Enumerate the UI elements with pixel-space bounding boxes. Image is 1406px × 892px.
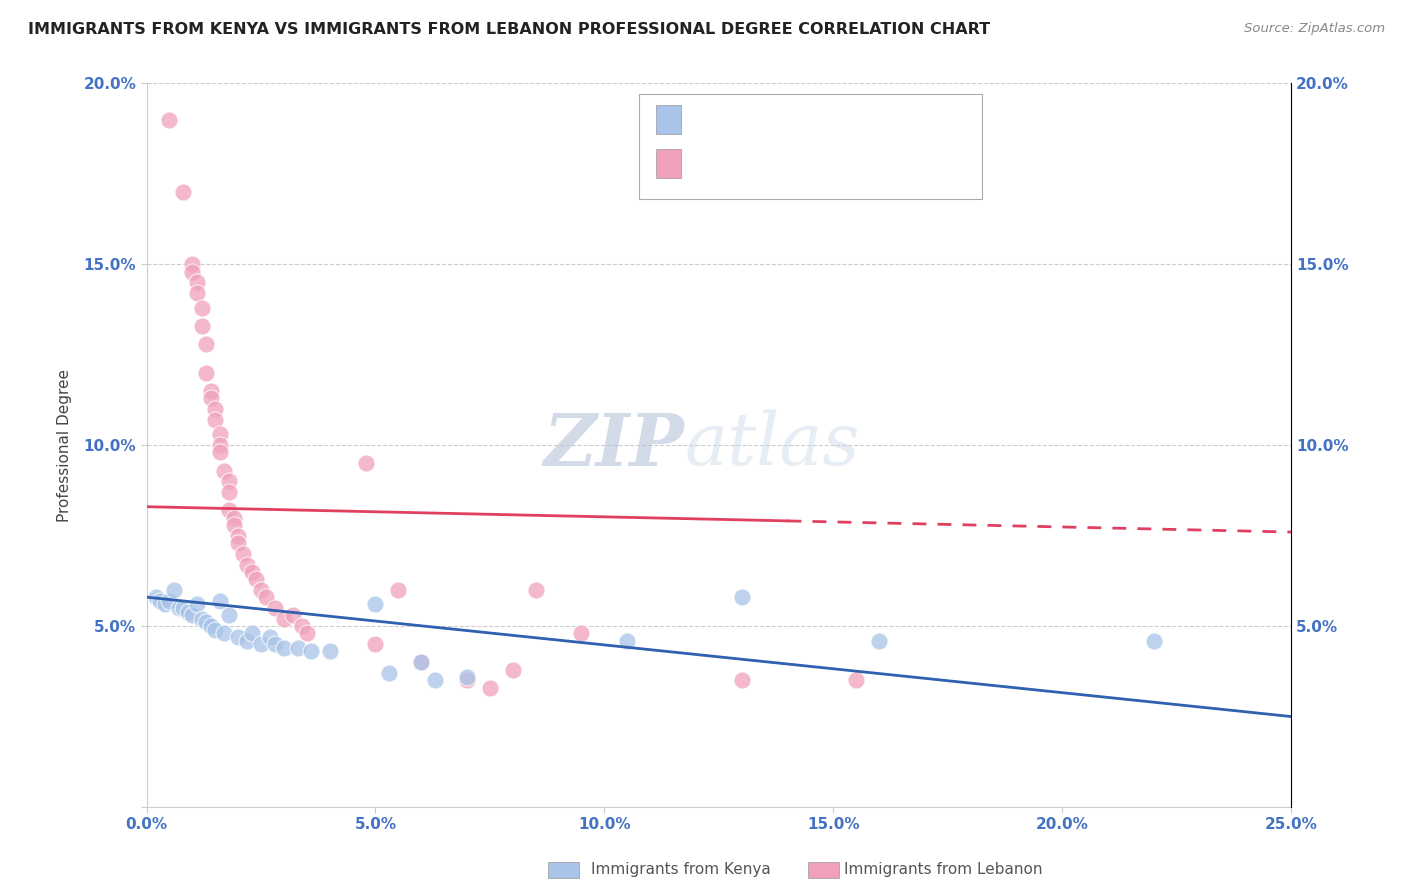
Point xyxy=(254,590,277,604)
FancyBboxPatch shape xyxy=(655,105,681,134)
Point xyxy=(250,637,273,651)
Point xyxy=(195,615,218,630)
Point xyxy=(356,456,378,470)
Point xyxy=(218,475,240,489)
Point xyxy=(163,582,186,597)
Point xyxy=(571,626,593,640)
Point xyxy=(200,384,222,398)
Point xyxy=(159,594,181,608)
Point xyxy=(218,485,240,500)
Point xyxy=(263,601,285,615)
Point xyxy=(208,427,231,442)
Point xyxy=(153,598,176,612)
Point xyxy=(245,572,267,586)
Point xyxy=(181,264,204,278)
Point xyxy=(200,391,222,405)
Point xyxy=(616,633,638,648)
Text: ZIP: ZIP xyxy=(544,409,685,481)
Point xyxy=(226,529,249,543)
Point xyxy=(232,547,254,561)
Point xyxy=(524,582,547,597)
Point xyxy=(250,582,273,597)
Point xyxy=(204,413,226,427)
Point xyxy=(502,663,524,677)
Point xyxy=(181,608,204,623)
Point xyxy=(190,318,212,333)
Point xyxy=(190,612,212,626)
Point xyxy=(295,626,318,640)
Point xyxy=(195,337,218,351)
Point xyxy=(204,623,226,637)
Text: R =  -0.043   N = 47: R = -0.043 N = 47 xyxy=(685,163,839,178)
Point xyxy=(281,608,304,623)
Point xyxy=(186,598,208,612)
Point xyxy=(226,630,249,644)
Point xyxy=(456,673,478,688)
Point xyxy=(263,637,285,651)
Point xyxy=(222,517,245,532)
Point xyxy=(240,565,263,579)
Point xyxy=(195,366,218,380)
Point xyxy=(273,612,295,626)
Point xyxy=(456,670,478,684)
Point xyxy=(411,655,433,669)
Text: IMMIGRANTS FROM KENYA VS IMMIGRANTS FROM LEBANON PROFESSIONAL DEGREE CORRELATION: IMMIGRANTS FROM KENYA VS IMMIGRANTS FROM… xyxy=(28,22,990,37)
Point xyxy=(318,644,340,658)
Point xyxy=(731,673,754,688)
Point xyxy=(478,681,501,695)
Point xyxy=(159,112,181,127)
Point xyxy=(186,286,208,301)
Point xyxy=(236,633,259,648)
Point xyxy=(387,582,409,597)
FancyBboxPatch shape xyxy=(655,149,681,178)
Point xyxy=(411,655,433,669)
Point xyxy=(208,438,231,452)
Point xyxy=(273,640,295,655)
Text: Source: ZipAtlas.com: Source: ZipAtlas.com xyxy=(1244,22,1385,36)
Point xyxy=(868,633,890,648)
Text: atlas: atlas xyxy=(685,410,860,481)
Point xyxy=(378,666,401,681)
Point xyxy=(145,590,167,604)
Point xyxy=(218,608,240,623)
Point xyxy=(190,301,212,315)
Point xyxy=(287,640,309,655)
Text: Immigrants from Lebanon: Immigrants from Lebanon xyxy=(844,863,1042,877)
Text: Immigrants from Kenya: Immigrants from Kenya xyxy=(591,863,770,877)
Point xyxy=(214,464,236,478)
Point xyxy=(200,619,222,633)
Point xyxy=(149,594,172,608)
Point xyxy=(218,503,240,517)
Bar xyxy=(548,862,579,878)
Point xyxy=(186,276,208,290)
Point xyxy=(1143,633,1166,648)
FancyBboxPatch shape xyxy=(638,95,981,199)
Point xyxy=(259,630,281,644)
Point xyxy=(204,402,226,417)
Point xyxy=(208,594,231,608)
Point xyxy=(172,185,194,199)
Point xyxy=(364,637,387,651)
Point xyxy=(236,558,259,572)
Point xyxy=(226,536,249,550)
Point xyxy=(172,601,194,615)
Y-axis label: Professional Degree: Professional Degree xyxy=(58,368,72,522)
Point xyxy=(299,644,322,658)
Point xyxy=(240,626,263,640)
Point xyxy=(177,605,200,619)
Point xyxy=(423,673,446,688)
Point xyxy=(731,590,754,604)
Point xyxy=(181,257,204,271)
Bar xyxy=(808,862,839,878)
Text: R =  -0.182   N = 36: R = -0.182 N = 36 xyxy=(685,116,839,131)
Point xyxy=(208,445,231,459)
Point xyxy=(845,673,868,688)
Point xyxy=(364,598,387,612)
Point xyxy=(214,626,236,640)
Point xyxy=(291,619,314,633)
Point xyxy=(222,510,245,524)
Point xyxy=(167,601,190,615)
